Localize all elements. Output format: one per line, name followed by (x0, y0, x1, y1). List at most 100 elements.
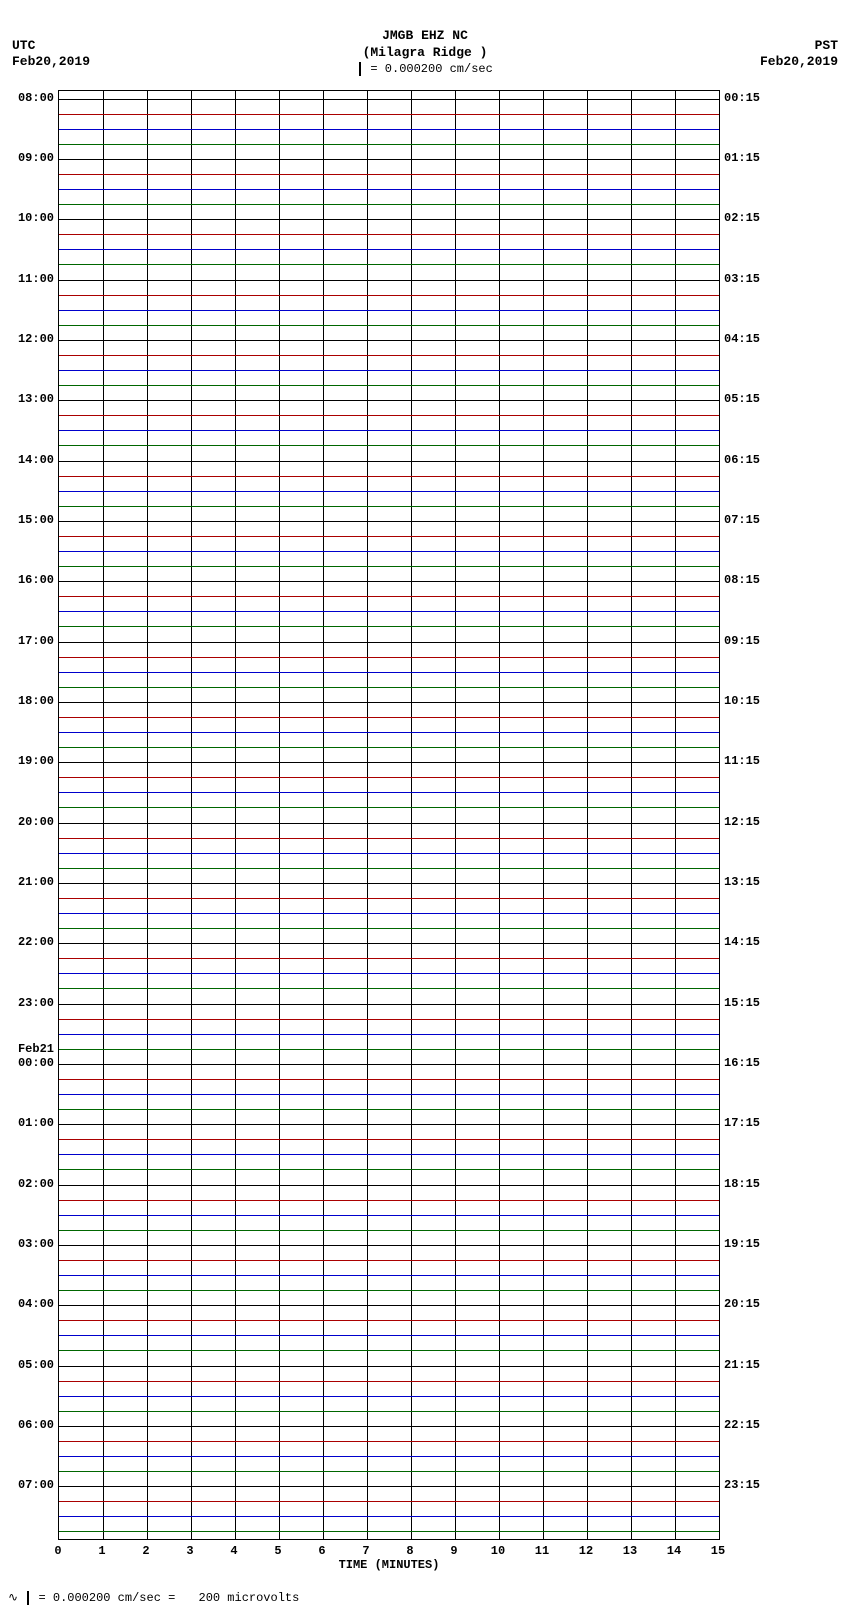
trace-line (59, 1350, 719, 1351)
trace-line (59, 868, 719, 869)
utc-hour-label: 13:00 (18, 392, 54, 406)
utc-hour-label: 18:00 (18, 694, 54, 708)
x-tick-label: 5 (274, 1544, 281, 1558)
trace-line (59, 792, 719, 793)
pst-hour-label: 09:15 (724, 634, 760, 648)
trace-line (59, 114, 719, 115)
trace-line (59, 249, 719, 250)
vgrid-line (235, 91, 236, 1539)
pst-hour-label: 01:15 (724, 151, 760, 165)
trace-line (59, 1034, 719, 1035)
vgrid-line (367, 91, 368, 1539)
trace-line (59, 1215, 719, 1216)
trace-line (59, 898, 719, 899)
trace-line (59, 325, 719, 326)
corner-top-right: PST Feb20,2019 (760, 38, 838, 69)
trace-line (59, 295, 719, 296)
utc-hour-label: 09:00 (18, 151, 54, 165)
utc-hour-label: 02:00 (18, 1177, 54, 1191)
vgrid-line (147, 91, 148, 1539)
utc-hour-label: 14:00 (18, 453, 54, 467)
trace-line (59, 144, 719, 145)
trace-line (59, 883, 719, 884)
trace-line (59, 657, 719, 658)
trace-line (59, 1396, 719, 1397)
trace-line (59, 1381, 719, 1382)
trace-line (59, 1245, 719, 1246)
trace-line (59, 1411, 719, 1412)
pst-hour-label: 11:15 (724, 754, 760, 768)
utc-hour-label: 03:00 (18, 1237, 54, 1251)
trace-line (59, 717, 719, 718)
x-tick-label: 4 (230, 1544, 237, 1558)
plot-area (58, 90, 720, 1540)
trace-line (59, 1426, 719, 1427)
trace-line (59, 189, 719, 190)
pst-hour-label: 16:15 (724, 1056, 760, 1070)
pst-hour-label: 13:15 (724, 875, 760, 889)
utc-hour-label: 07:00 (18, 1478, 54, 1492)
footer: ∿ = 0.000200 cm/sec = 200 microvolts (8, 1590, 299, 1605)
utc-hour-label: 10:00 (18, 211, 54, 225)
trace-line (59, 838, 719, 839)
vgrid-line (191, 91, 192, 1539)
pst-hour-label: 22:15 (724, 1418, 760, 1432)
trace-line (59, 99, 719, 100)
trace-line (59, 581, 719, 582)
trace-line (59, 1486, 719, 1487)
trace-line (59, 1004, 719, 1005)
trace-line (59, 355, 719, 356)
trace-line (59, 1200, 719, 1201)
x-tick-label: 8 (406, 1544, 413, 1558)
pst-hour-label: 23:15 (724, 1478, 760, 1492)
x-tick-label: 3 (186, 1544, 193, 1558)
x-tick-label: 0 (54, 1544, 61, 1558)
vgrid-line (631, 91, 632, 1539)
x-tick-label: 9 (450, 1544, 457, 1558)
trace-line (59, 732, 719, 733)
trace-line (59, 1305, 719, 1306)
trace-line (59, 1471, 719, 1472)
trace-line (59, 928, 719, 929)
pst-hour-label: 17:15 (724, 1116, 760, 1130)
x-tick-label: 7 (362, 1544, 369, 1558)
pst-hour-label: 19:15 (724, 1237, 760, 1251)
trace-line (59, 385, 719, 386)
pst-hour-label: 00:15 (724, 91, 760, 105)
trace-line (59, 174, 719, 175)
utc-hour-label: 11:00 (18, 272, 54, 286)
trace-line (59, 672, 719, 673)
trace-line (59, 687, 719, 688)
header: JMGB EHZ NC (Milagra Ridge ) = 0.000200 … (0, 28, 850, 78)
trace-line (59, 521, 719, 522)
x-axis-label: TIME (MINUTES) (58, 1558, 720, 1572)
pst-hour-label: 06:15 (724, 453, 760, 467)
vgrid-line (411, 91, 412, 1539)
utc-hour-label: 12:00 (18, 332, 54, 346)
trace-line (59, 264, 719, 265)
x-tick-label: 6 (318, 1544, 325, 1558)
trace-line (59, 491, 719, 492)
utc-hour-label: 16:00 (18, 573, 54, 587)
vgrid-line (587, 91, 588, 1539)
trace-line (59, 853, 719, 854)
x-tick-label: 10 (491, 1544, 505, 1558)
pst-hour-label: 14:15 (724, 935, 760, 949)
trace-line (59, 1456, 719, 1457)
trace-line (59, 1260, 719, 1261)
trace-line (59, 1441, 719, 1442)
trace-line (59, 1049, 719, 1050)
vgrid-line (499, 91, 500, 1539)
trace-line (59, 400, 719, 401)
trace-line (59, 1335, 719, 1336)
utc-hour-label: 23:00 (18, 996, 54, 1010)
x-tick-label: 11 (535, 1544, 549, 1558)
vgrid-line (103, 91, 104, 1539)
pst-hour-label: 07:15 (724, 513, 760, 527)
trace-line (59, 476, 719, 477)
trace-line (59, 129, 719, 130)
trace-line (59, 310, 719, 311)
trace-line (59, 626, 719, 627)
utc-hour-label: 19:00 (18, 754, 54, 768)
trace-line (59, 596, 719, 597)
